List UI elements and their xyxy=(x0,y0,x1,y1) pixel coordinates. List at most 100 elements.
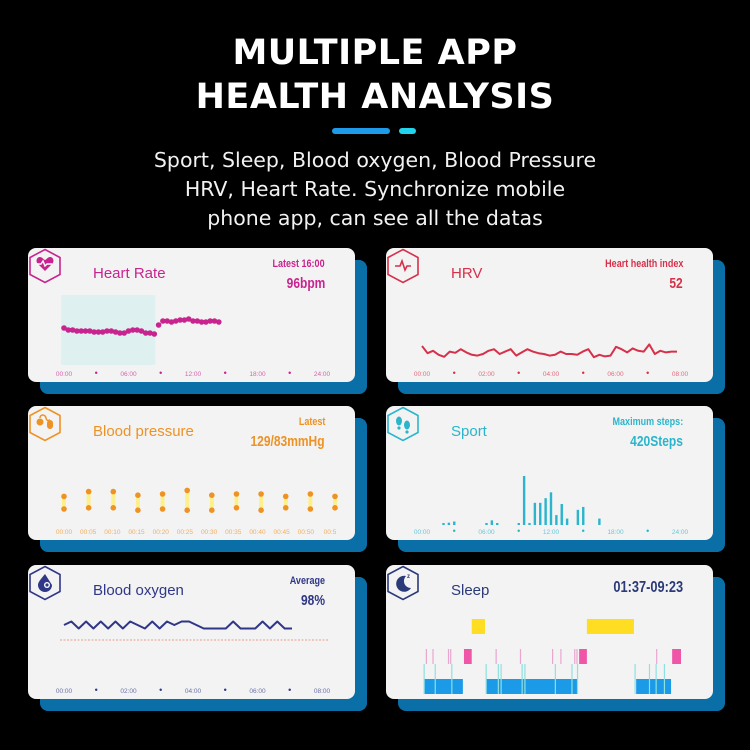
heart-rate-point xyxy=(61,325,67,331)
steps-bar xyxy=(485,523,488,525)
heart-rate-point xyxy=(121,330,127,336)
card-heart-rate[interactable]: Heart Rate Latest 16:00 96bpm 00:00 • 06:0… xyxy=(28,248,367,394)
systolic-point xyxy=(282,493,289,500)
card-body: Heart Rate Latest 16:00 96bpm 00:00 • 06:0… xyxy=(28,248,355,382)
axis-tick-label: • xyxy=(582,526,585,536)
steps-bar xyxy=(442,523,445,525)
heart-rate-point xyxy=(138,328,145,334)
series-line xyxy=(421,343,677,359)
steps-bar xyxy=(544,498,547,525)
steps-bar xyxy=(490,520,494,525)
axis-tick-label: • xyxy=(95,685,98,695)
svg-text:z: z xyxy=(407,574,410,580)
axis-tick-label: 24:00 xyxy=(672,529,689,536)
diastolic-point xyxy=(209,507,215,513)
pulse-wave-icon xyxy=(387,248,419,284)
steps-bar xyxy=(565,518,569,525)
sleep-segment-deep xyxy=(486,679,579,694)
steps-bar xyxy=(528,523,531,525)
steps-bar xyxy=(533,502,537,525)
heart-rate-point xyxy=(160,318,166,324)
axis-tick-label: • xyxy=(453,368,456,378)
sleep-segment-rem xyxy=(463,649,472,664)
axis-tick-label: 06:00 xyxy=(249,688,266,695)
heart-rate-point xyxy=(203,319,209,325)
light-mark xyxy=(497,664,499,694)
rem-mark xyxy=(519,649,522,664)
steps-bar xyxy=(560,504,563,525)
axis-tick-label: • xyxy=(517,368,520,378)
heart-rate-point xyxy=(142,330,149,336)
heart-rate-point xyxy=(211,318,218,324)
heart-rate-point xyxy=(168,319,175,325)
card-blood-oxygen[interactable]: Blood oxygen Average 98% 00:00 • 02:00 • 04:… xyxy=(28,565,367,711)
rem-mark xyxy=(574,649,576,664)
steps-bar xyxy=(555,515,558,525)
axis-tick-label: 12:00 xyxy=(543,529,560,536)
rem-mark xyxy=(656,649,658,664)
steps-bar xyxy=(517,523,520,525)
card-sport[interactable]: Sport Maximum steps: 420Steps 00:00 • 06:0… xyxy=(386,406,725,552)
heart-rate-point xyxy=(134,327,140,333)
card-value: 98% xyxy=(300,592,325,609)
rem-mark xyxy=(495,649,497,664)
axis-tick-label: 04:00 xyxy=(543,371,560,378)
axis-tick-label: 02:00 xyxy=(478,371,495,378)
systolic-point xyxy=(233,491,240,497)
axis-tick-label: 00:25 xyxy=(177,529,194,536)
card-title: Sport xyxy=(451,423,487,440)
heart-rate-point xyxy=(155,322,162,328)
axis-tick-label: 00:5 xyxy=(324,529,337,536)
diastolic-point xyxy=(110,505,117,511)
heart-rate-point xyxy=(65,327,72,333)
steps-bar xyxy=(576,509,580,525)
axis-tick-label: • xyxy=(224,368,227,378)
axis-tick-label: 24:00 xyxy=(314,371,331,378)
sleep-segment-deep xyxy=(424,679,463,694)
sleep-segment-rem xyxy=(579,649,587,664)
systolic-point xyxy=(159,491,166,497)
heart-rate-point xyxy=(69,327,76,333)
card-value: 52 xyxy=(669,275,683,292)
axis-tick-label: • xyxy=(159,368,162,378)
axis-tick-label: • xyxy=(646,526,649,536)
card-value: 420Steps xyxy=(630,433,683,450)
subtitle-line-1: Sport, Sleep, Blood oxygen, Blood Pressu… xyxy=(153,148,597,172)
heart-rate-point xyxy=(117,330,123,336)
card-hrv[interactable]: HRV Heart health index 52 00:00 • 02:00 • 04… xyxy=(386,248,725,394)
card-blood-pressure[interactable]: Blood pressure Latest 129/83mmHg 00:00 00… xyxy=(28,406,367,552)
axis-tick-label: 00:45 xyxy=(273,529,290,536)
diastolic-point xyxy=(61,506,67,512)
axis-tick-label: 00:00 xyxy=(56,529,73,536)
card-label: Maximum steps: xyxy=(612,416,683,428)
diastolic-point xyxy=(258,507,264,513)
light-mark xyxy=(485,664,487,694)
axis-tick-label: 00:00 xyxy=(56,688,73,695)
card-sleep[interactable]: z Sleep 01:37-09:23 xyxy=(386,565,725,711)
systolic-point xyxy=(209,492,215,498)
heart-rate-point xyxy=(198,319,205,325)
sleep-chart xyxy=(423,619,681,694)
light-mark xyxy=(655,664,657,694)
axis-tick-label: 00:10 xyxy=(104,529,121,536)
steps-bar xyxy=(447,522,451,525)
steps-bar xyxy=(496,523,499,525)
axis-tick-label: • xyxy=(159,685,162,695)
systolic-point xyxy=(258,491,264,497)
light-mark xyxy=(576,664,579,694)
rem-mark xyxy=(432,649,434,664)
card-body: Blood oxygen Average 98% 00:00 • 02:00 • 04:… xyxy=(28,565,355,699)
diastolic-point xyxy=(332,505,338,511)
heart-rate-point xyxy=(108,328,115,334)
rem-mark xyxy=(552,649,554,664)
axis-tick-label: 00:50 xyxy=(298,529,315,536)
axis-tick-label: • xyxy=(453,526,456,536)
card-title: Blood pressure xyxy=(93,423,194,440)
axis-tick-label: • xyxy=(646,368,649,378)
card-title: Heart Rate xyxy=(93,265,166,282)
systolic-point xyxy=(110,488,117,495)
sport-chart: 00:00 • 06:00 • 12:00 • 18:00 • 24:00 xyxy=(414,476,689,536)
card-label: Heart health index xyxy=(604,258,683,270)
card-value: 96bpm xyxy=(286,275,325,292)
axis-tick-label: 00:00 xyxy=(414,529,431,536)
